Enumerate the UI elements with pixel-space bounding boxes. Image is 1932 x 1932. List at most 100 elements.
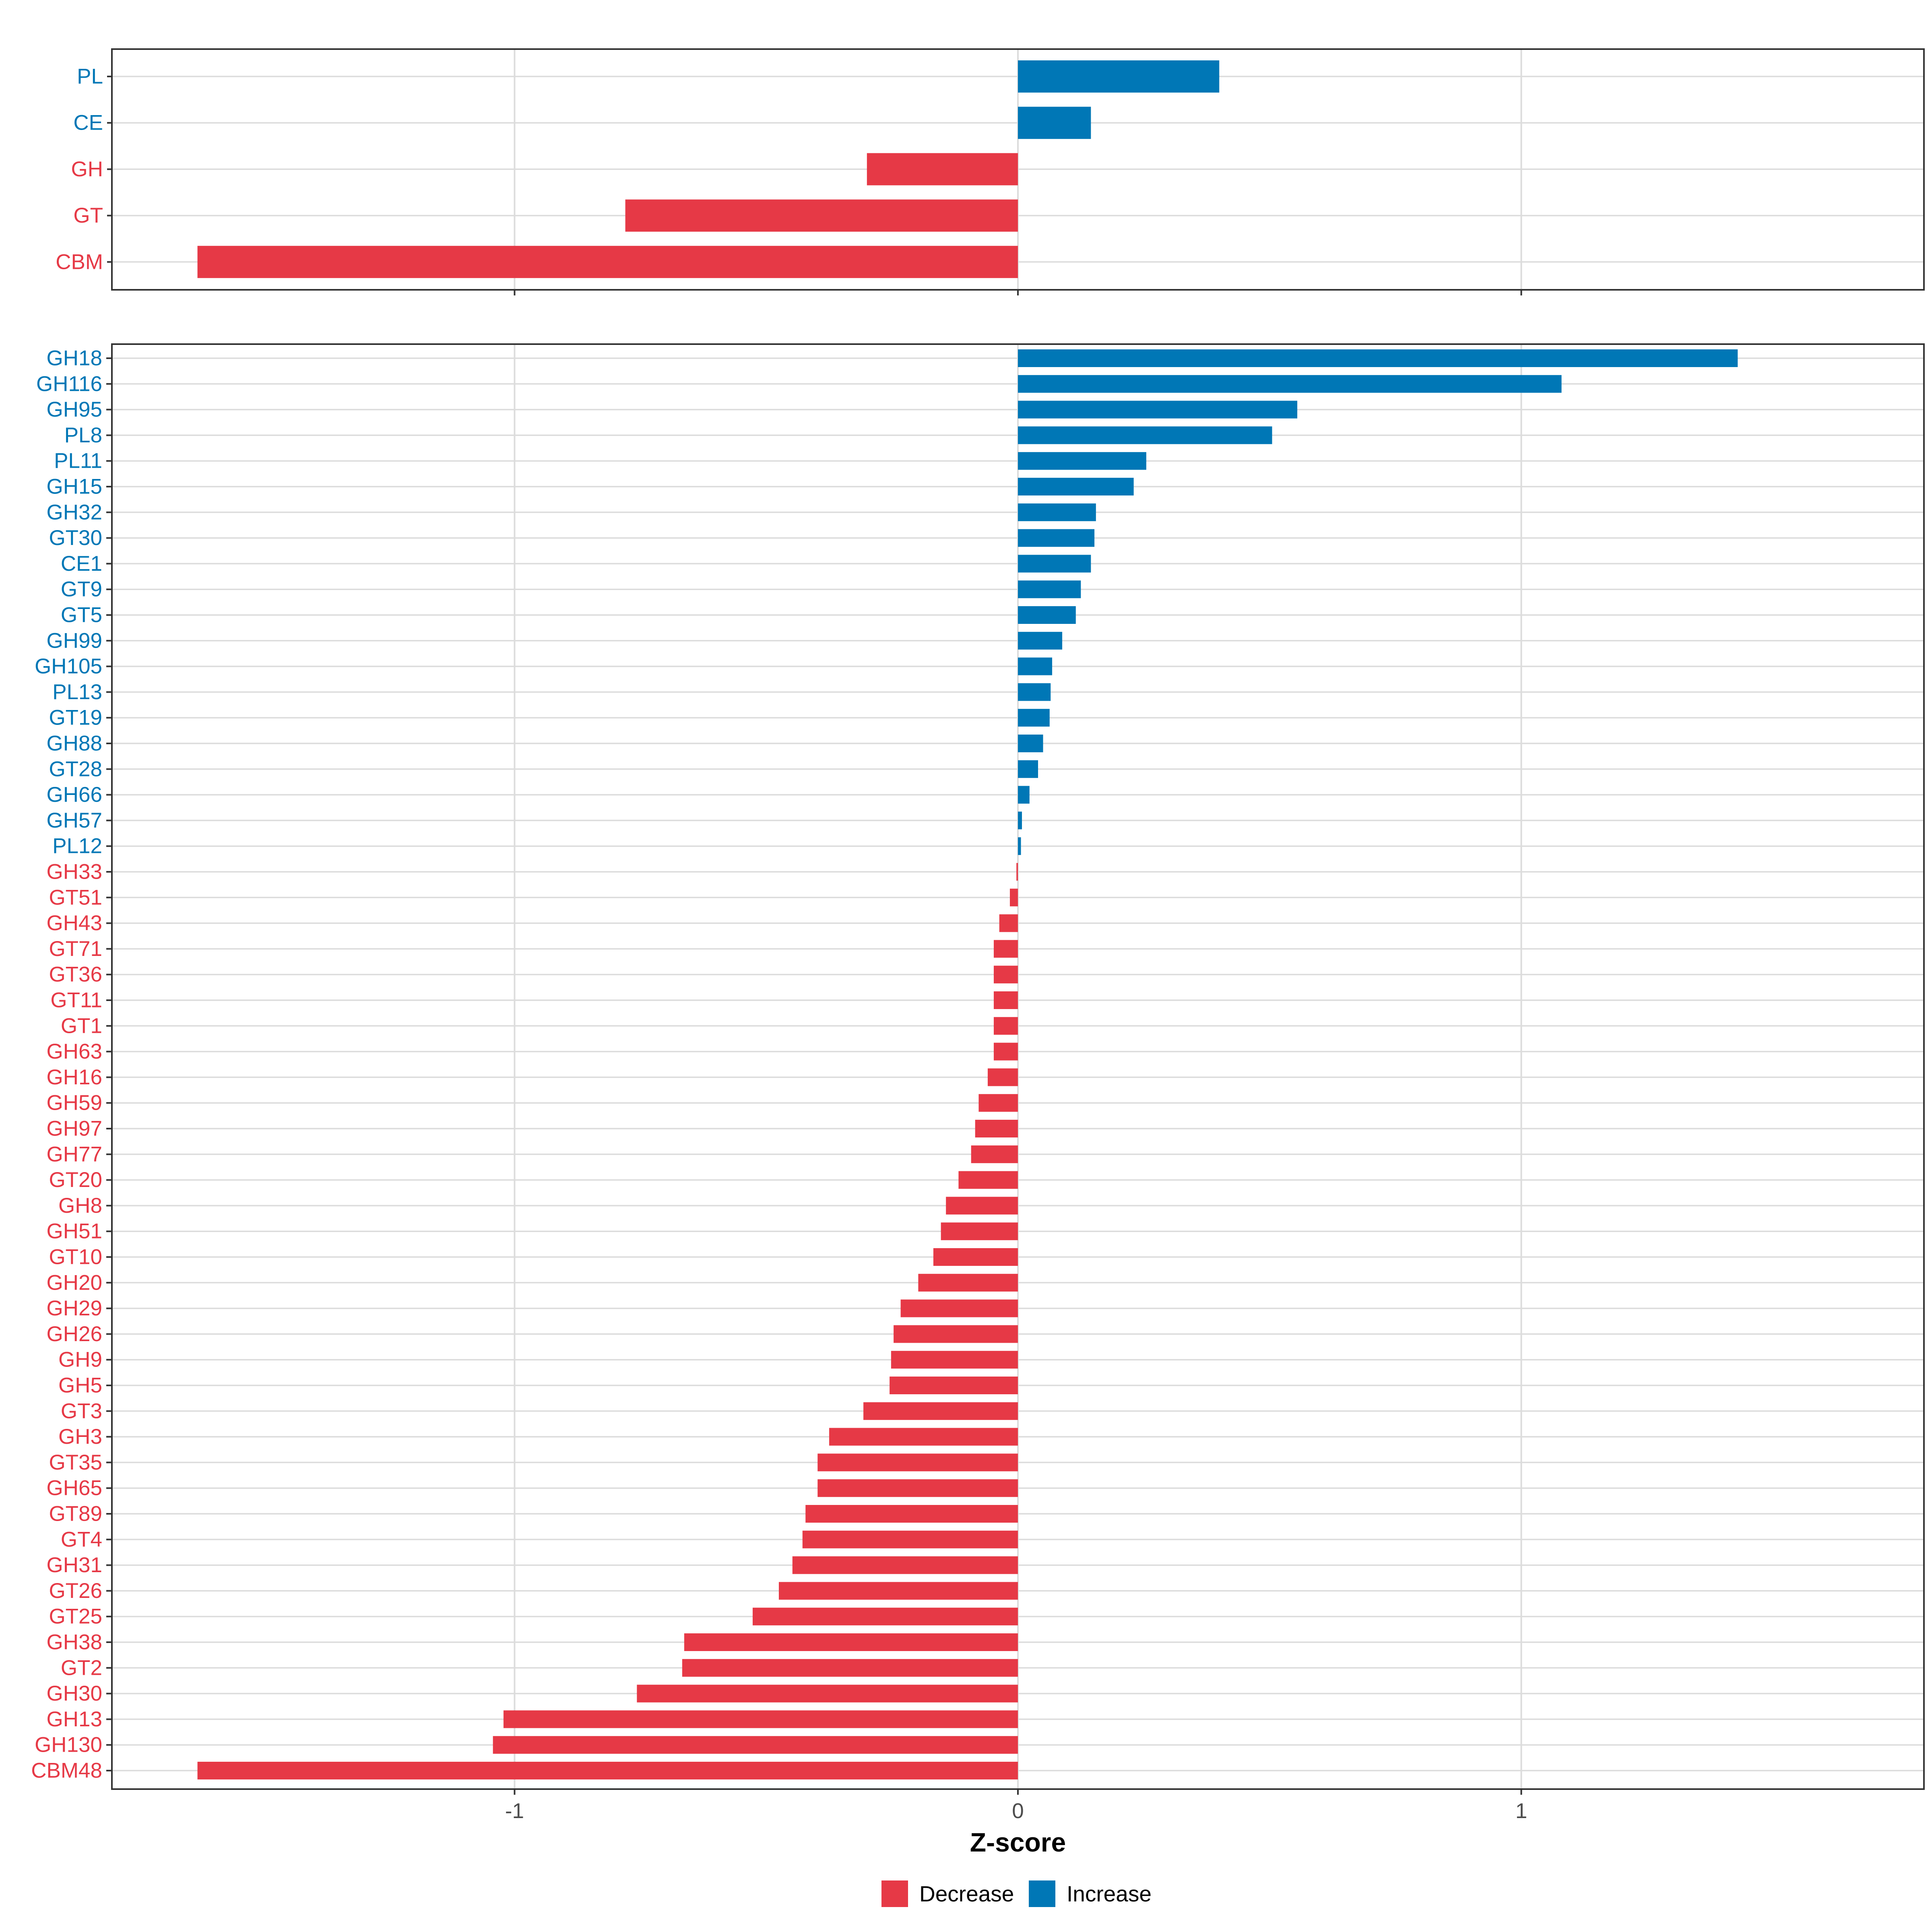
y-tick-label-gt4: GT4 [61,1527,102,1551]
y-tick-label-gt: GT [73,204,103,227]
bar-gt30 [1018,529,1095,547]
y-tick-label-gh38: GH38 [47,1631,102,1654]
bar-gh29 [900,1299,1018,1317]
x-tick-label: -1 [505,1799,524,1823]
y-tick-label-gt25: GT25 [49,1605,102,1629]
y-tick-label-gh16: GH16 [47,1065,102,1089]
bottom-panel-cazy-families: GH18GH116GH95PL8PL11GH15GH32GT30CE1GT9GT… [31,343,1925,1823]
bar-gh57 [1018,811,1022,830]
bar-gh99 [1018,632,1063,650]
bar-gh32 [1018,503,1096,521]
y-tick-label-cbm48: CBM48 [31,1759,102,1783]
y-tick-label-gh105: GH105 [35,654,102,678]
bar-gh66 [1018,786,1030,804]
y-tick-label-pl11: PL11 [54,449,102,473]
y-tick-label-gt10: GT10 [49,1245,102,1269]
y-tick-label-gt11: GT11 [50,989,102,1012]
bar-pl13 [1018,683,1051,701]
bar-gt5 [1018,606,1076,624]
bar-gt36 [993,966,1018,984]
y-tick-label-gh30: GH30 [47,1682,102,1705]
y-tick-label-gh5: GH5 [58,1374,102,1397]
bar-cbm [197,246,1018,278]
y-tick-label-gh29: GH29 [47,1296,102,1320]
y-tick-label-gh: GH [71,157,103,181]
y-tick-label-gh20: GH20 [47,1271,102,1294]
bar-gh51 [941,1222,1018,1241]
bar-gt25 [752,1608,1018,1626]
bar-gh63 [993,1042,1018,1061]
y-tick-label-cbm: CBM [56,250,103,274]
bar-gh16 [987,1068,1018,1086]
bar-gh3 [829,1428,1018,1446]
y-tick-label-gh57: GH57 [47,809,102,832]
y-tick-label-gh130: GH130 [35,1733,102,1757]
y-tick-label-gh32: GH32 [47,500,102,524]
y-tick-label-gh33: GH33 [47,860,102,884]
bar-gh97 [975,1120,1018,1137]
bar-pl12 [1018,837,1021,855]
bar-gt20 [958,1171,1018,1189]
y-tick-label-gh3: GH3 [58,1425,102,1449]
y-tick-label-ce1: CE1 [61,552,102,576]
bar-gh15 [1018,478,1134,495]
bar-gh31 [792,1556,1018,1574]
y-tick-label-gh59: GH59 [47,1091,102,1115]
y-tick-label-pl12: PL12 [52,834,102,858]
legend-swatch-increase [1029,1880,1055,1907]
bar-gh43 [999,914,1018,932]
bar-gt11 [993,991,1018,1009]
bar-gt51 [1009,888,1018,906]
y-tick-label-gh95: GH95 [47,398,102,421]
bar-gt26 [778,1582,1018,1600]
bar-pl [1018,60,1220,93]
bar-gh5 [890,1377,1018,1394]
bar-gh88 [1018,735,1043,752]
legend: Decrease Increase [881,1880,1152,1907]
y-tick-label-gh88: GH88 [47,732,102,755]
bar-gt19 [1018,709,1050,727]
y-tick-label-gh51: GH51 [47,1220,102,1243]
legend-label-decrease: Decrease [919,1881,1014,1906]
y-tick-label-gt5: GT5 [61,603,102,627]
y-tick-label-gt51: GT51 [49,886,102,909]
bar-gt71 [993,940,1018,958]
y-tick-label-gt20: GT20 [49,1168,102,1192]
y-tick-label-gh99: GH99 [47,629,102,652]
y-tick-label-gh8: GH8 [58,1194,102,1218]
y-tick-label-gt71: GT71 [49,937,102,961]
y-tick-label-ce: CE [73,111,103,135]
y-tick-label-gt9: GT9 [61,578,102,601]
y-tick-label-gh116: GH116 [36,372,102,396]
bar-gt [625,199,1018,232]
bar-gh65 [817,1479,1018,1497]
bar-gh38 [684,1633,1018,1651]
bar-gh59 [978,1094,1018,1112]
y-tick-label-gt36: GT36 [49,963,102,987]
y-tick-label-gh26: GH26 [47,1322,102,1346]
y-tick-label-gt89: GT89 [49,1502,102,1526]
y-tick-label-gh77: GH77 [47,1142,102,1166]
y-tick-label-gh97: GH97 [47,1117,102,1141]
bar-gt10 [933,1248,1018,1266]
bar-gh26 [894,1325,1018,1343]
y-tick-label-pl: PL [77,65,103,89]
y-tick-label-gt2: GT2 [61,1656,102,1680]
y-tick-label-gt1: GT1 [61,1014,102,1038]
y-tick-label-gt19: GT19 [49,706,102,730]
bar-gt1 [993,1017,1018,1035]
y-tick-label-gh31: GH31 [47,1553,102,1577]
bar-ce [1018,107,1091,139]
bar-ce1 [1018,555,1091,573]
x-tick-label: 1 [1515,1799,1527,1823]
bar-gh95 [1018,400,1298,419]
bar-gh [867,153,1018,186]
bar-gh8 [946,1197,1018,1215]
bar-gh20 [918,1274,1018,1292]
y-tick-label-gt26: GT26 [49,1579,102,1603]
bar-gh9 [891,1351,1018,1369]
x-tick-label: 0 [1012,1799,1024,1823]
bar-gh130 [493,1736,1018,1754]
bar-gh116 [1018,375,1562,393]
